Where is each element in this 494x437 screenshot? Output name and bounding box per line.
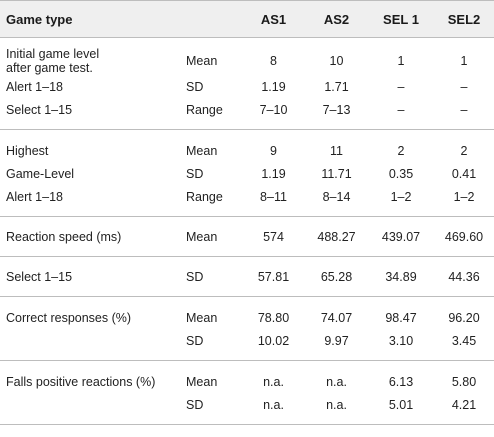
cell-as2: 9.97 [305,329,368,361]
row-stat: SD [186,393,242,425]
row-label [0,393,186,425]
table-row: Select 1–15 SD 57.81 65.28 34.89 44.36 [0,256,494,297]
cell-as1: 57.81 [242,256,305,297]
row-stat: Range [186,185,242,217]
row-label: Select 1–15 [0,98,186,130]
cell-sel2: 1–2 [434,185,494,217]
cell-as2: 7–13 [305,98,368,130]
cell-sel2: 44.36 [434,256,494,297]
row-stat: Mean [186,310,218,325]
table-row: Select 1–15 Range 7–10 7–13 – – [0,98,494,130]
cell-as1: 10.02 [242,329,305,361]
cell-as2: 10 [329,54,344,68]
cell-as1: 8 [270,54,277,68]
cell-sel1: 34.89 [368,256,434,297]
row-stat: SD [186,256,242,297]
cell-sel2: 96.20 [448,310,480,325]
table-body: Initial game level after game test. Mean… [0,38,494,425]
row-label-line2: after game test. [6,61,93,75]
row-label: Alert 1–18 [0,185,186,217]
header-row: Game type AS1 AS2 SEL 1 SEL2 [0,0,494,38]
cell-sel1: 439.07 [368,216,434,257]
cell-sel1: – [368,98,434,130]
table-row: Alert 1–18 Range 8–11 8–14 1–2 1–2 [0,185,494,217]
cell-sel1: 1 [397,54,405,68]
table-row: SD 10.02 9.97 3.10 3.45 [0,329,494,361]
row-label: Alert 1–18 [6,79,63,94]
cell-sel2: 5.80 [451,374,477,389]
row-label: Correct responses (%) [6,310,132,325]
cell-sel2: 0.41 [451,166,477,181]
cell-sel1: 0.35 [388,166,414,181]
cell-sel1: – [397,79,405,94]
header-stat-blank [186,0,242,38]
cell-sel1: 5.01 [368,393,434,425]
table-row: Game-Level SD 1.19 11.71 0.35 0.41 [0,162,494,185]
cell-as1: 9 [270,143,277,158]
cell-sel2: 469.60 [434,216,494,257]
table-row: Initial game level after game test. Mean… [0,38,494,75]
table-row: SD n.a. n.a. 5.01 4.21 [0,393,494,425]
cell-sel1: 1–2 [368,185,434,217]
cell-as1: n.a. [263,374,284,389]
cell-as2: 8–14 [305,185,368,217]
table-header: Game type AS1 AS2 SEL 1 SEL2 [0,0,494,38]
row-stat: Mean [186,143,218,158]
results-table: Game type AS1 AS2 SEL 1 SEL2 Initial gam… [0,0,494,425]
cell-sel2: – [434,98,494,130]
cell-sel1: 3.10 [368,329,434,361]
cell-as1: 1.19 [261,166,286,181]
cell-sel2: 4.21 [434,393,494,425]
cell-sel2: 2 [460,143,468,158]
row-label: Falls positive reactions (%) [6,374,156,389]
cell-sel1: 2 [397,143,405,158]
cell-as1: n.a. [242,393,305,425]
cell-as2: 74.07 [320,310,353,325]
cell-sel2: – [460,79,468,94]
cell-sel1: 98.47 [385,310,417,325]
row-stat: Mean [186,374,218,389]
row-label: Highest [6,143,49,158]
row-label: Game-Level [6,166,75,181]
row-stat: SD [186,166,204,181]
header-as2: AS2 [305,0,368,38]
row-label [0,329,186,361]
cell-as2: 65.28 [305,256,368,297]
cell-as1: 7–10 [242,98,305,130]
table-row: Reaction speed (ms) Mean 574 488.27 439.… [0,216,494,257]
header-as1: AS1 [242,0,305,38]
row-label: Reaction speed (ms) [0,216,186,257]
cell-as1: 574 [242,216,305,257]
row-stat: SD [186,79,204,94]
cell-sel2: 1 [460,54,468,68]
cell-as2: n.a. [326,374,347,389]
row-label-line1: Initial game level [6,47,100,61]
row-stat: Mean [186,216,242,257]
table-row: Highest Mean 9 11 2 2 [0,130,494,163]
table-row: Correct responses (%) Mean 78.80 74.07 9… [0,297,494,330]
table-row: Falls positive reactions (%) Mean n.a. n… [0,361,494,394]
row-label: Select 1–15 [0,256,186,297]
row-stat: SD [186,329,242,361]
cell-as2: 488.27 [305,216,368,257]
table-row: Alert 1–18 SD 1.19 1.71 – – [0,75,494,98]
row-stat: Range [186,98,242,130]
cell-as2: n.a. [305,393,368,425]
cell-as1: 8–11 [242,185,305,217]
header-sel1: SEL 1 [368,0,434,38]
cell-as1: 1.19 [261,79,286,94]
cell-as2: 11 [330,143,343,158]
row-label: Initial game level after game test. [0,38,186,75]
header-game-type: Game type [0,0,186,38]
header-sel2: SEL2 [434,0,494,38]
cell-sel2: 3.45 [434,329,494,361]
cell-sel1: 6.13 [388,374,414,389]
cell-as2: 11.71 [321,166,352,181]
cell-as2: 1.71 [324,79,349,94]
row-stat: Mean [186,54,218,68]
cell-as1: 78.80 [257,310,290,325]
